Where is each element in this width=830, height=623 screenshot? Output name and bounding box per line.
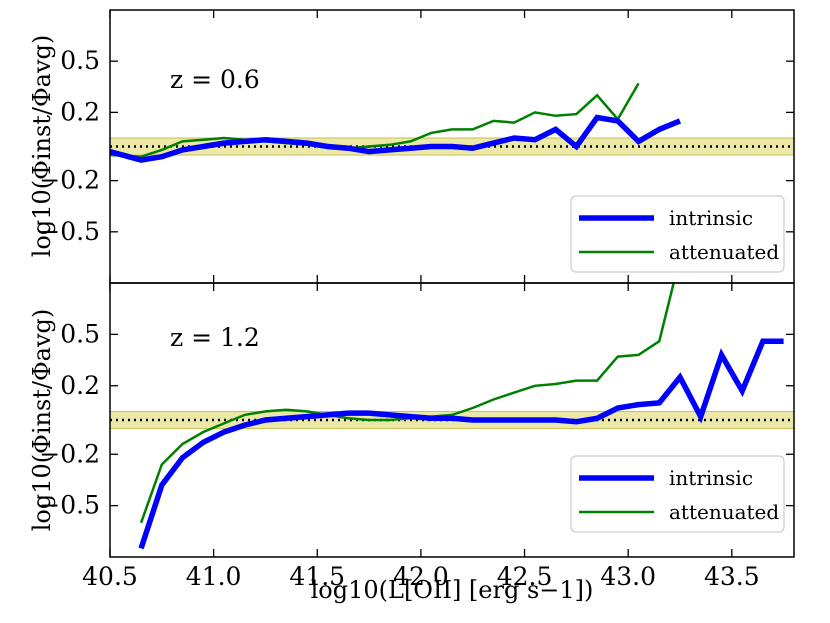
top-ylabel: log10(Φinst/Φavg) — [28, 35, 56, 258]
top-ytick-label: −0.2 — [39, 166, 100, 195]
xtick-label: 41.5 — [289, 562, 345, 591]
top-legend-label-attenuated: attenuated — [669, 240, 779, 264]
top-redshift-annotation: z = 0.6 — [170, 65, 260, 94]
top-ytick-label: −0.5 — [39, 217, 100, 246]
bottom-ylabel: log10(Φinst/Φavg) — [28, 309, 56, 532]
bottom-series-layer — [138, 283, 784, 550]
bottom-ytick-label: −0.2 — [39, 439, 100, 468]
xlabel: log10(L[OII] [erg s−1]) — [311, 576, 594, 604]
top-legend: intrinsic attenuated — [570, 195, 785, 273]
top-ytick-label: 0.2 — [60, 97, 100, 126]
top-series-layer — [110, 82, 682, 163]
xtick-label: 40.5 — [82, 562, 138, 591]
top-panel: 0.5 0.2 −0.2 −0.5 z = 0.6 intrinsic attenuat… — [28, 10, 794, 283]
top-ytick-labels: 0.5 0.2 −0.2 −0.5 — [39, 46, 100, 246]
xtick-labels: 40.5 41.0 41.5 42.0 42.5 43.0 43.5 — [82, 562, 759, 591]
bottom-legend-label-attenuated: attenuated — [669, 500, 779, 524]
bottom-axes-frame — [109, 282, 795, 558]
bottom-ytick-label: 0.2 — [60, 371, 100, 400]
bottom-redshift-annotation: z = 1.2 — [170, 323, 260, 352]
xtick-label: 41.0 — [186, 562, 242, 591]
bottom-series-intrinsic — [138, 338, 784, 550]
bottom-panel: 0.50.2−0.2−0.5 40.5 41.0 41.5 42.0 42.5 43.0 4… — [28, 283, 794, 604]
top-series-intrinsic — [110, 114, 682, 163]
bottom-ytick-labels: 0.5 0.2 −0.2 −0.5 — [39, 319, 100, 519]
top-series-attenuated — [110, 82, 640, 158]
xtick-label: 43.5 — [704, 562, 760, 591]
bottom-legend: intrinsic attenuated — [570, 455, 785, 533]
xtick-label: 42.0 — [393, 562, 449, 591]
bottom-legend-label-intrinsic: intrinsic — [669, 466, 753, 490]
bottom-ytick-label: 0.5 — [60, 319, 100, 348]
bottom-ytick-label: −0.5 — [39, 491, 100, 520]
top-ticks — [109, 10, 794, 283]
top-ytick-label: 0.5 — [60, 46, 100, 75]
top-legend-label-intrinsic: intrinsic — [669, 206, 753, 230]
xtick-label: 43.0 — [600, 562, 656, 591]
xtick-label: 42.5 — [497, 562, 553, 591]
